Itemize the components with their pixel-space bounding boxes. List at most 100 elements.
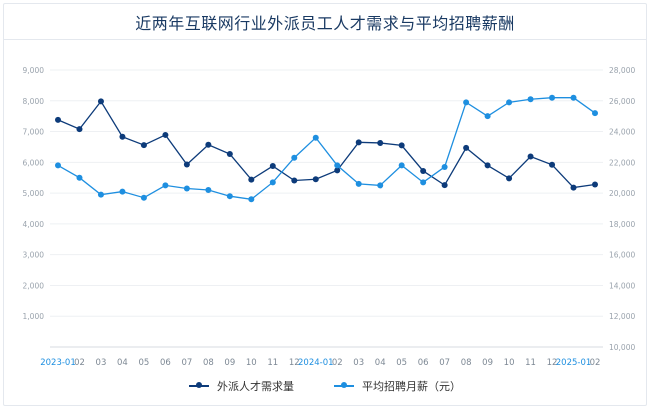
x-tick-label: 02 <box>590 358 601 368</box>
data-point-0 <box>119 133 126 140</box>
legend-item-demand[interactable]: 外派人才需求量 <box>189 378 294 394</box>
legend-label-demand: 外派人才需求量 <box>217 380 294 393</box>
y-left-tick-label: 9,000 <box>23 66 45 75</box>
y-left-tick-label: 5,000 <box>23 189 45 198</box>
legend-label-salary: 平均招聘月薪（元） <box>362 380 461 393</box>
data-point-1 <box>334 162 341 169</box>
data-point-1 <box>398 162 405 169</box>
data-point-1 <box>441 163 448 170</box>
x-tick-label: 11 <box>267 358 278 368</box>
x-tick-label: 07 <box>181 358 192 368</box>
x-tick-label: 08 <box>461 358 472 368</box>
data-point-0 <box>140 142 147 149</box>
data-point-0 <box>162 131 169 138</box>
data-point-0 <box>76 126 83 133</box>
x-tick-label: 09 <box>482 358 493 368</box>
x-tick-label: 2023-01 <box>40 358 76 368</box>
data-point-1 <box>248 196 255 203</box>
x-tick-label: 06 <box>418 358 429 368</box>
data-point-1 <box>592 110 598 117</box>
data-point-1 <box>527 96 534 103</box>
series-line-1 <box>57 97 596 200</box>
data-point-1 <box>570 94 577 101</box>
data-point-1 <box>484 113 491 120</box>
series-line-0 <box>57 100 596 189</box>
y-right-tick-label: 10,000 <box>609 343 635 352</box>
y-right-tick-label: 26,000 <box>609 97 635 106</box>
data-point-0 <box>549 161 556 168</box>
data-point-0 <box>183 161 190 168</box>
data-point-0 <box>441 182 448 189</box>
x-tick-label: 10 <box>246 358 257 368</box>
x-tick-label: 07 <box>439 358 450 368</box>
legend: 外派人才需求量 平均招聘月薪（元） <box>0 378 650 394</box>
chart-title: 近两年互联网行业外派员工人才需求与平均招聘薪酬 <box>135 14 515 33</box>
data-point-0 <box>97 98 104 105</box>
x-tick-label: 12 <box>547 358 558 368</box>
x-tick-label: 2024-01 <box>298 358 334 368</box>
y-left-tick-label: 2,000 <box>23 281 45 290</box>
y-right-tick-label: 24,000 <box>609 128 635 137</box>
data-point-1 <box>226 193 233 200</box>
y-right-tick-label: 18,000 <box>609 220 635 229</box>
data-point-0 <box>355 139 362 146</box>
data-point-0 <box>570 184 577 191</box>
data-point-0 <box>334 167 341 174</box>
y-left-tick-label: 7,000 <box>23 128 45 137</box>
x-tick-label: 11 <box>525 358 536 368</box>
x-tick-label: 12 <box>289 358 300 368</box>
x-tick-label: 04 <box>117 358 128 368</box>
legend-item-salary[interactable]: 平均招聘月薪（元） <box>334 378 461 394</box>
data-point-0 <box>226 151 233 158</box>
data-point-0 <box>269 163 276 170</box>
x-tick-label: 05 <box>139 358 150 368</box>
data-point-0 <box>291 177 298 184</box>
data-point-1 <box>140 194 147 201</box>
data-point-0 <box>55 116 61 123</box>
y-left-tick-label: 3,000 <box>23 251 45 260</box>
x-tick-label: 02 <box>74 358 85 368</box>
y-right-tick-label: 20,000 <box>609 189 635 198</box>
legend-swatch-demand <box>189 382 209 388</box>
chart-frame <box>3 3 647 406</box>
x-tick-label: 05 <box>396 358 407 368</box>
data-point-1 <box>76 174 83 181</box>
y-right-tick-label: 16,000 <box>609 251 635 260</box>
x-tick-label: 10 <box>504 358 515 368</box>
data-point-0 <box>420 167 427 174</box>
data-point-1 <box>162 182 169 189</box>
data-point-0 <box>484 162 491 169</box>
data-point-1 <box>463 99 470 106</box>
y-left-tick-label: 6,000 <box>23 158 45 167</box>
data-point-1 <box>55 162 61 169</box>
data-point-1 <box>420 179 427 186</box>
x-tick-label: 09 <box>224 358 235 368</box>
data-point-0 <box>248 176 255 183</box>
data-point-1 <box>205 187 212 194</box>
data-point-1 <box>549 94 556 101</box>
data-point-1 <box>119 188 126 195</box>
data-point-0 <box>377 139 384 146</box>
data-point-0 <box>506 175 513 182</box>
y-right-tick-label: 14,000 <box>609 281 635 290</box>
x-tick-label: 02 <box>332 358 343 368</box>
data-point-1 <box>377 182 384 189</box>
data-point-0 <box>592 181 598 188</box>
y-right-tick-label: 12,000 <box>609 312 635 321</box>
x-tick-label: 03 <box>353 358 364 368</box>
x-tick-label: 08 <box>203 358 214 368</box>
y-left-tick-label: 1,000 <box>23 312 45 321</box>
y-right-tick-label: 22,000 <box>609 158 635 167</box>
x-tick-label: 2025-01 <box>556 358 592 368</box>
y-right-tick-label: 28,000 <box>609 66 635 75</box>
x-tick-label: 06 <box>160 358 171 368</box>
data-point-1 <box>97 191 104 198</box>
data-point-0 <box>527 153 534 160</box>
x-tick-label: 03 <box>96 358 107 368</box>
data-point-0 <box>205 141 212 148</box>
x-tick-label: 04 <box>375 358 386 368</box>
data-point-1 <box>269 179 276 186</box>
data-point-0 <box>398 142 405 149</box>
title-divider <box>3 39 647 40</box>
